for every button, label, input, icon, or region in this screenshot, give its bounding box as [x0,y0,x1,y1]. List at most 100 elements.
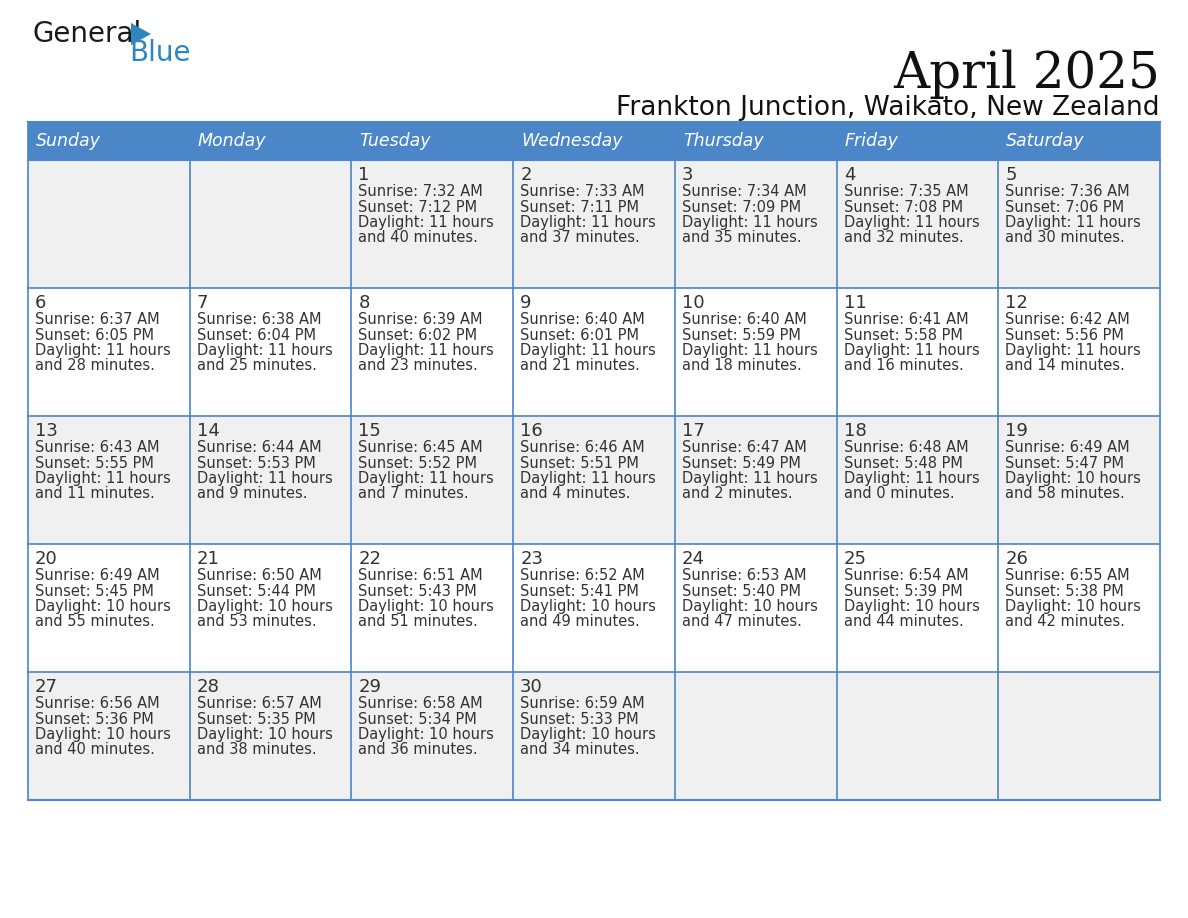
Text: 29: 29 [359,678,381,696]
Text: Sunset: 5:43 PM: Sunset: 5:43 PM [359,584,478,599]
Text: Tuesday: Tuesday [360,132,431,150]
Text: Sunrise: 6:51 AM: Sunrise: 6:51 AM [359,568,484,583]
Text: 14: 14 [197,422,220,440]
Text: Saturday: Saturday [1006,132,1085,150]
Text: Sunrise: 6:53 AM: Sunrise: 6:53 AM [682,568,807,583]
Text: and 58 minutes.: and 58 minutes. [1005,487,1125,501]
Text: Sunset: 5:39 PM: Sunset: 5:39 PM [843,584,962,599]
Text: Sunset: 5:56 PM: Sunset: 5:56 PM [1005,328,1124,342]
Text: Sunset: 5:44 PM: Sunset: 5:44 PM [197,584,316,599]
Text: Daylight: 11 hours: Daylight: 11 hours [520,343,656,358]
Bar [190,416,352,544]
Text: 20: 20 [34,550,58,568]
Text: Sunset: 5:53 PM: Sunset: 5:53 PM [197,455,316,471]
Text: Sunset: 7:08 PM: Sunset: 7:08 PM [843,199,962,215]
Text: Friday: Friday [845,132,898,150]
Text: Sunrise: 7:36 AM: Sunrise: 7:36 AM [1005,184,1130,199]
Text: Sunrise: 6:52 AM: Sunrise: 6:52 AM [520,568,645,583]
Text: Sunrise: 6:46 AM: Sunrise: 6:46 AM [520,440,645,455]
Text: 17: 17 [682,422,704,440]
Bar [513,160,675,288]
Text: Daylight: 11 hours: Daylight: 11 hours [843,215,979,230]
Text: Sunrise: 6:39 AM: Sunrise: 6:39 AM [359,312,484,327]
Text: Sunrise: 6:49 AM: Sunrise: 6:49 AM [34,568,159,583]
Text: 7: 7 [197,294,208,312]
Text: Sunset: 5:47 PM: Sunset: 5:47 PM [1005,455,1124,471]
Text: Daylight: 11 hours: Daylight: 11 hours [682,343,817,358]
Bar [513,288,675,416]
Text: 12: 12 [1005,294,1028,312]
Text: General: General [33,20,143,48]
Text: and 36 minutes.: and 36 minutes. [359,743,478,757]
Text: and 7 minutes.: and 7 minutes. [359,487,469,501]
Bar [190,160,352,288]
Text: Daylight: 10 hours: Daylight: 10 hours [359,727,494,742]
Text: Daylight: 10 hours: Daylight: 10 hours [1005,599,1142,614]
Text: Daylight: 11 hours: Daylight: 11 hours [197,471,333,486]
Bar [190,288,352,416]
Text: Sunset: 5:59 PM: Sunset: 5:59 PM [682,328,801,342]
Text: Daylight: 10 hours: Daylight: 10 hours [197,599,333,614]
Text: Daylight: 10 hours: Daylight: 10 hours [34,727,171,742]
Text: Daylight: 11 hours: Daylight: 11 hours [1005,215,1140,230]
Text: Daylight: 11 hours: Daylight: 11 hours [520,471,656,486]
Text: and 21 minutes.: and 21 minutes. [520,359,640,374]
Text: Daylight: 10 hours: Daylight: 10 hours [520,599,656,614]
Text: and 55 minutes.: and 55 minutes. [34,614,154,630]
Text: Sunset: 5:35 PM: Sunset: 5:35 PM [197,711,316,726]
Bar [29,416,190,544]
Text: Sunrise: 6:40 AM: Sunrise: 6:40 AM [682,312,807,327]
Text: 15: 15 [359,422,381,440]
Text: and 37 minutes.: and 37 minutes. [520,230,640,245]
Text: and 14 minutes.: and 14 minutes. [1005,359,1125,374]
Text: Sunday: Sunday [36,132,101,150]
Text: 9: 9 [520,294,532,312]
Text: 19: 19 [1005,422,1028,440]
Bar [352,672,513,800]
Bar [675,416,836,544]
Bar [998,544,1159,672]
Text: Sunset: 5:38 PM: Sunset: 5:38 PM [1005,584,1124,599]
Text: and 44 minutes.: and 44 minutes. [843,614,963,630]
Text: Sunset: 5:33 PM: Sunset: 5:33 PM [520,711,639,726]
Text: Sunrise: 6:40 AM: Sunrise: 6:40 AM [520,312,645,327]
Text: Daylight: 10 hours: Daylight: 10 hours [197,727,333,742]
Bar [836,672,998,800]
Text: Sunrise: 6:50 AM: Sunrise: 6:50 AM [197,568,322,583]
Text: Sunset: 5:45 PM: Sunset: 5:45 PM [34,584,154,599]
Text: and 30 minutes.: and 30 minutes. [1005,230,1125,245]
Text: Sunrise: 7:35 AM: Sunrise: 7:35 AM [843,184,968,199]
Text: Daylight: 11 hours: Daylight: 11 hours [34,343,171,358]
Text: Daylight: 10 hours: Daylight: 10 hours [520,727,656,742]
Text: Daylight: 10 hours: Daylight: 10 hours [682,599,817,614]
Text: Thursday: Thursday [683,132,764,150]
Text: 8: 8 [359,294,369,312]
Text: Daylight: 11 hours: Daylight: 11 hours [359,215,494,230]
Text: 22: 22 [359,550,381,568]
Bar [836,544,998,672]
Text: Sunrise: 6:44 AM: Sunrise: 6:44 AM [197,440,321,455]
Bar [29,160,190,288]
Bar [836,416,998,544]
Bar [998,160,1159,288]
Text: Sunrise: 6:55 AM: Sunrise: 6:55 AM [1005,568,1130,583]
Text: Sunrise: 6:58 AM: Sunrise: 6:58 AM [359,696,484,711]
Text: and 40 minutes.: and 40 minutes. [359,230,479,245]
Text: and 32 minutes.: and 32 minutes. [843,230,963,245]
Text: Sunset: 5:40 PM: Sunset: 5:40 PM [682,584,801,599]
Text: Sunrise: 6:41 AM: Sunrise: 6:41 AM [843,312,968,327]
Bar [29,672,190,800]
Text: and 2 minutes.: and 2 minutes. [682,487,792,501]
Text: and 42 minutes.: and 42 minutes. [1005,614,1125,630]
Text: Sunrise: 6:54 AM: Sunrise: 6:54 AM [843,568,968,583]
Bar [836,122,998,160]
Text: and 53 minutes.: and 53 minutes. [197,614,316,630]
Text: and 47 minutes.: and 47 minutes. [682,614,802,630]
Bar [998,122,1159,160]
Text: 2: 2 [520,166,532,184]
Text: and 51 minutes.: and 51 minutes. [359,614,479,630]
Bar [190,672,352,800]
Text: 13: 13 [34,422,58,440]
Bar [352,122,513,160]
Text: and 40 minutes.: and 40 minutes. [34,743,154,757]
